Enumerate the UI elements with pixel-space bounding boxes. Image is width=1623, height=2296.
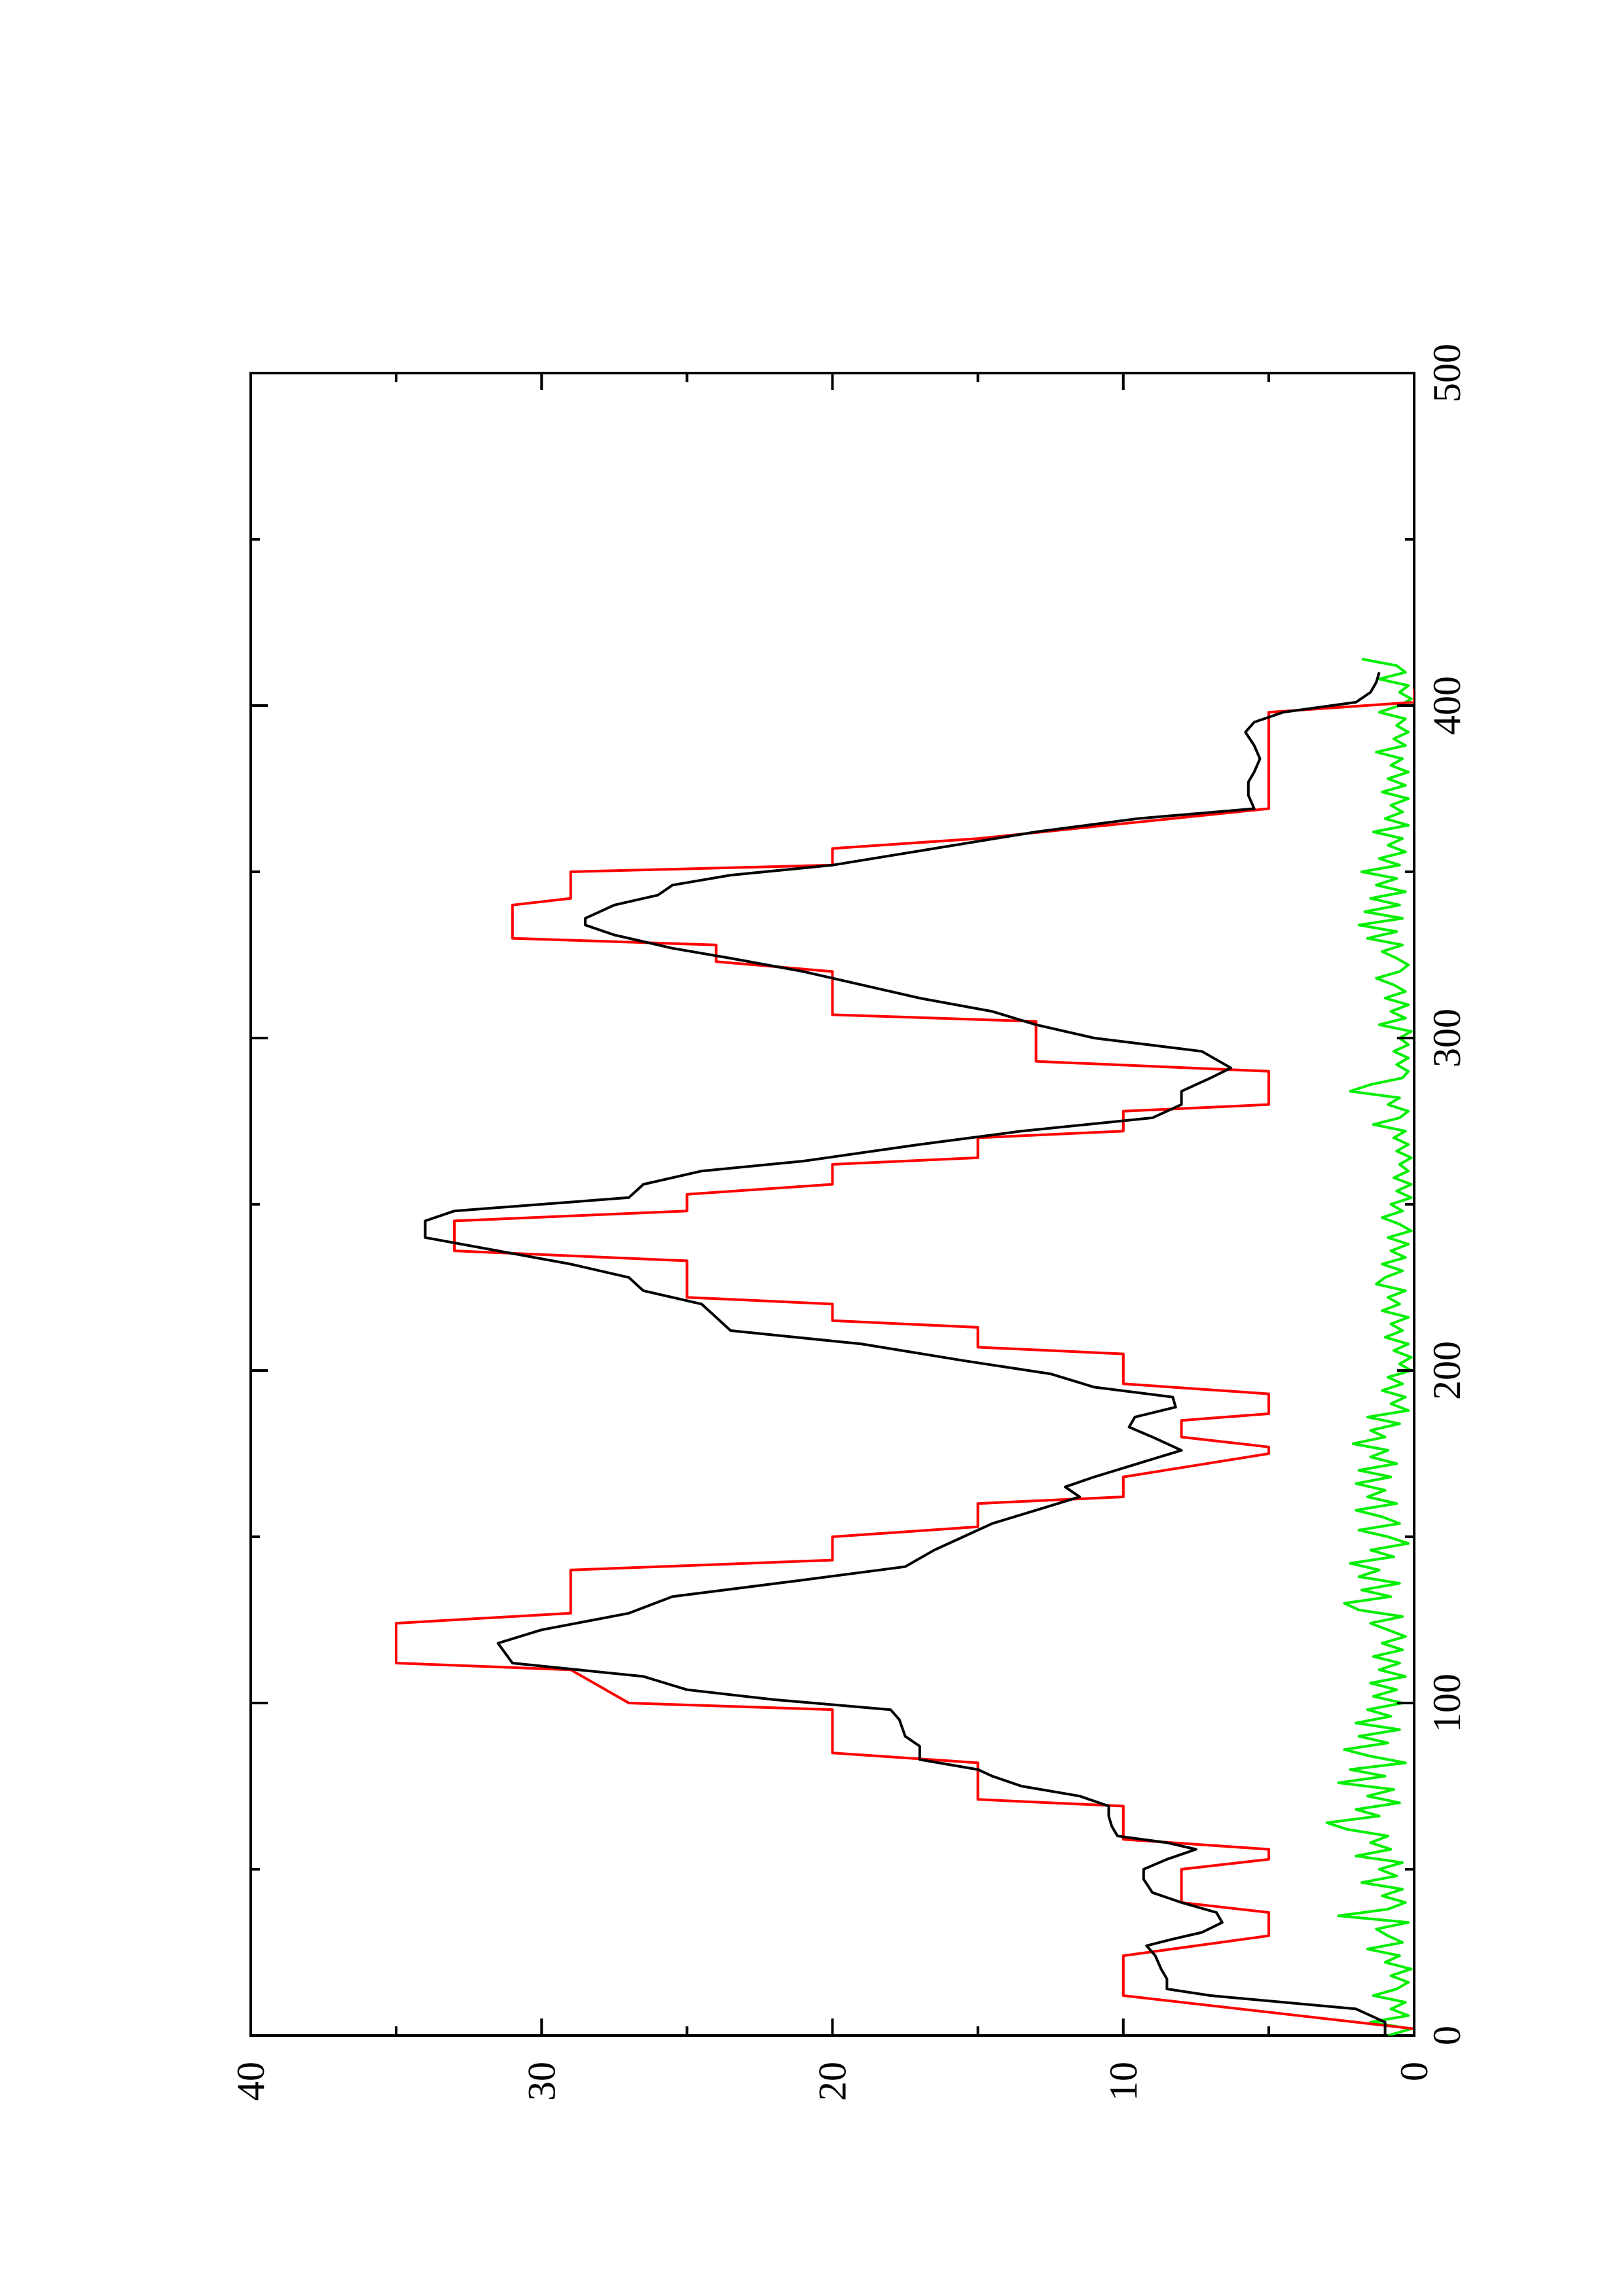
x-tick-label: 100 [1425,1674,1468,1732]
x-tick-label: 200 [1425,1341,1468,1400]
series-line [1325,657,1413,2036]
x-tick-label: 0 [1425,2026,1468,2045]
x-tick-label: 500 [1425,344,1468,403]
y-tick-label: 30 [520,2062,563,2101]
plot-frame [249,372,1415,2037]
tick-labels-layer: 0 100 200 300 400 500 0 10 20 30 40 [229,344,1468,2101]
y-tick-label: 20 [811,2062,854,2101]
x-tick-label: 400 [1425,676,1468,735]
series-line [424,672,1387,2036]
y-tick-label: 0 [1393,2062,1436,2081]
series-layer [395,657,1414,2036]
plot-border [249,372,1415,2037]
y-tick-label: 40 [229,2062,272,2101]
y-tick-label: 10 [1102,2062,1145,2101]
ticks-layer [249,372,1415,2037]
series-line [395,689,1414,2036]
x-tick-label: 300 [1425,1009,1468,1067]
